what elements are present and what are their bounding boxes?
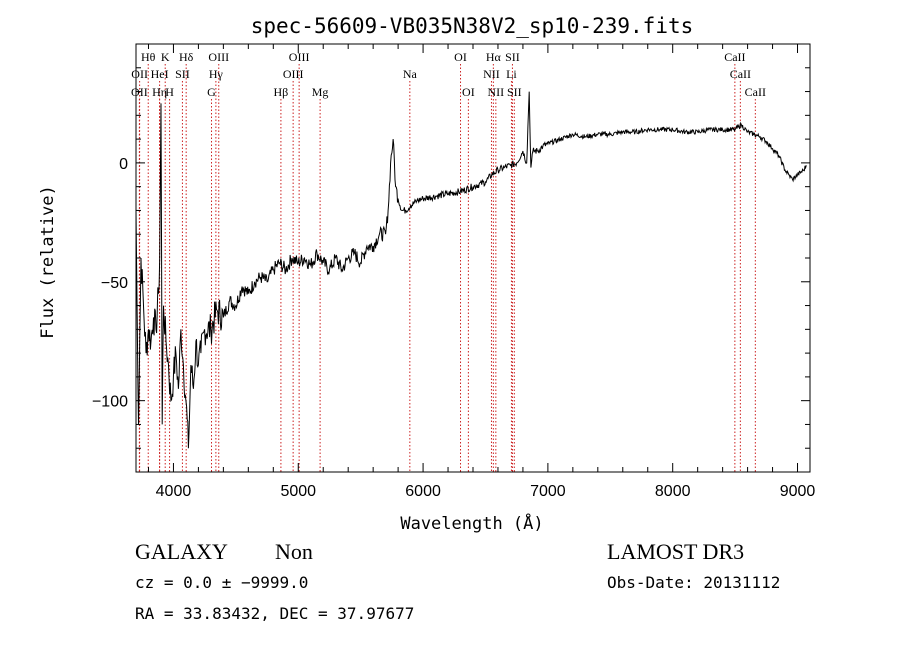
line-label-18: OI: [462, 85, 475, 99]
line-label-19: NII: [483, 67, 500, 81]
spectral-line-markers: [138, 64, 756, 472]
object-class: GALAXY: [135, 539, 228, 564]
y-axis-label: Flux (relative): [38, 185, 58, 339]
y-tick-label--100: −100: [92, 394, 128, 411]
line-label-9: G: [207, 85, 216, 99]
x-axis-label: Wavelength (Å): [400, 512, 543, 534]
line-label-12: Hβ: [274, 85, 289, 99]
y-axis-ticks: −100 −50 0: [92, 67, 810, 449]
chart-title: spec-56609-VB035N38V2_sp10-239.fits: [251, 14, 694, 38]
x-tick-label-9000: 9000: [780, 483, 816, 500]
object-subclass: Non: [275, 539, 313, 564]
line-label-16: Na: [403, 67, 418, 81]
line-label-15: Mg: [312, 85, 329, 99]
line-label-14: OIII: [289, 50, 310, 64]
x-tick-label-7000: 7000: [530, 483, 566, 500]
line-label-6: H: [165, 85, 174, 99]
line-label-11: OIII: [208, 50, 229, 64]
line-label-23: Li: [506, 67, 517, 81]
obs-date-text: Obs-Date: 20131112: [607, 573, 780, 592]
survey-name: LAMOST DR3: [607, 539, 744, 564]
y-tick-label-0: 0: [119, 156, 128, 173]
redshift-text: cz = 0.0 ± −9999.0: [135, 573, 308, 592]
line-label-7: Hδ: [179, 50, 194, 64]
line-label-25: CaII: [724, 50, 745, 64]
x-tick-label-6000: 6000: [405, 483, 441, 500]
spectrum-series-line: [135, 91, 807, 449]
line-label-22: SII: [505, 50, 520, 64]
line-label-21: NII: [488, 85, 505, 99]
x-tick-label-8000: 8000: [655, 483, 691, 500]
y-tick-label--50: −50: [101, 275, 128, 292]
line-label-27: CaII: [745, 85, 766, 99]
line-label-2: Hθ: [141, 50, 156, 64]
line-label-3: Hη: [152, 85, 167, 99]
x-tick-label-4000: 4000: [156, 483, 192, 500]
line-label-20: Hα: [486, 50, 502, 64]
line-label-13: OIII: [283, 67, 304, 81]
x-axis-ticks: 4000 5000 6000 7000 8000 9000: [147, 44, 816, 500]
line-label-4: HeI: [151, 67, 169, 81]
line-label-24: SII: [507, 85, 522, 99]
plot-frame: [135, 43, 811, 473]
coordinates-text: RA = 33.83432, DEC = 37.97677: [135, 604, 414, 623]
line-label-5: K: [161, 50, 170, 64]
line-label-1: OII: [131, 67, 148, 81]
line-label-10: Hγ: [209, 67, 224, 81]
line-label-17: OI: [454, 50, 467, 64]
x-tick-label-5000: 5000: [280, 483, 316, 500]
spectral-line-labels: OIIOIIHθHηHeIKHHδSIIGHγOIIIHβOIIIOIIIMgN…: [131, 50, 766, 99]
line-label-26: CaII: [730, 67, 751, 81]
line-label-8: SII: [175, 67, 190, 81]
